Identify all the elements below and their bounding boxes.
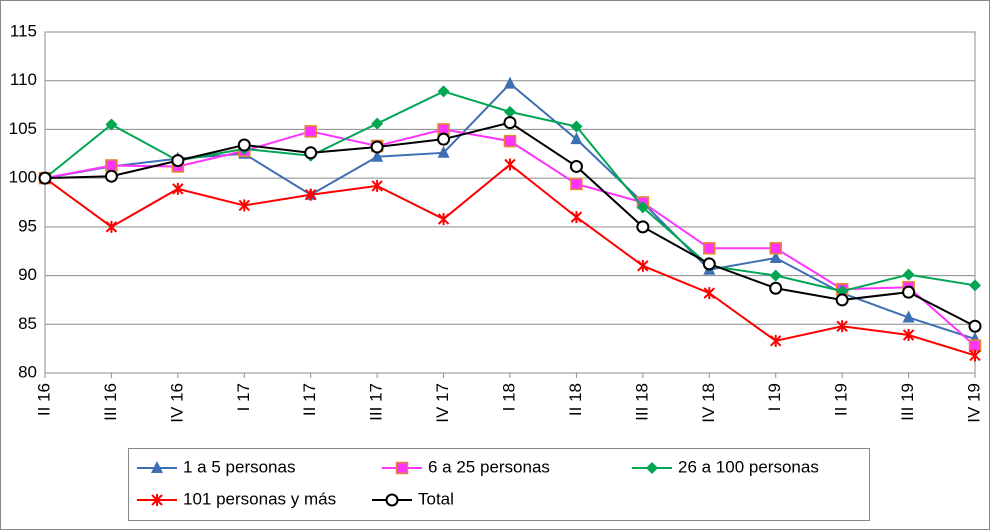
x-tick-label: II 17: [300, 383, 319, 416]
x-tick-label: I 17: [234, 383, 253, 411]
data-point: [437, 145, 450, 158]
y-tick-label: 110: [10, 70, 37, 89]
data-point: [38, 171, 52, 185]
data-point: [769, 269, 782, 282]
data-point: [105, 118, 118, 131]
data-point: [371, 179, 383, 192]
data-point: [637, 259, 649, 272]
data-point: [569, 159, 583, 173]
data-point: [504, 76, 516, 89]
legend-label: 1 a 5 personas: [183, 457, 295, 476]
data-point: [437, 213, 450, 226]
x-tick-label: IV 17: [433, 383, 452, 423]
x-tick-label: III 17: [367, 383, 386, 421]
legend-label: 101 personas y más: [183, 489, 336, 508]
data-point: [238, 199, 250, 212]
data-point: [703, 287, 715, 300]
data-point: [371, 149, 384, 162]
legend-label: 6 a 25 personas: [428, 457, 550, 476]
data-point: [437, 132, 451, 146]
y-tick-label: 90: [18, 265, 37, 284]
y-tick-label: 95: [18, 216, 37, 235]
legend-marker: [151, 461, 163, 473]
y-tick-label: 80: [18, 362, 37, 381]
data-point: [503, 116, 517, 130]
data-point: [703, 242, 716, 255]
data-point: [104, 169, 118, 183]
data-point: [172, 182, 184, 195]
x-tick-label: III 18: [632, 383, 651, 421]
x-tick-label: I 19: [765, 383, 784, 411]
legend-marker: [151, 494, 163, 506]
data-point: [105, 220, 118, 233]
data-point: [304, 146, 318, 160]
data-point: [171, 154, 185, 168]
data-point: [968, 319, 982, 333]
data-point: [437, 85, 450, 98]
data-point: [570, 211, 583, 224]
data-point: [636, 201, 649, 214]
legend-marker: [395, 461, 409, 475]
data-point: [902, 329, 915, 342]
x-tick-label: III 19: [898, 383, 917, 421]
data-point: [503, 134, 517, 148]
data-point: [370, 140, 384, 154]
data-point: [570, 177, 583, 191]
data-point: [769, 251, 782, 264]
data-point: [504, 105, 516, 118]
data-point: [902, 285, 916, 299]
data-point: [237, 138, 251, 152]
legend-box: [128, 448, 870, 521]
data-point: [902, 268, 915, 281]
data-point: [969, 349, 981, 362]
data-point: [835, 293, 849, 307]
x-tick-label: IV 18: [699, 383, 718, 423]
x-tick-label: IV 19: [964, 383, 983, 423]
data-point: [902, 310, 915, 323]
y-tick-label: 85: [18, 314, 37, 333]
data-point: [570, 120, 583, 133]
x-tick-label: II 16: [34, 383, 53, 416]
y-tick-label: 105: [9, 119, 37, 138]
y-tick-label: 115: [10, 21, 37, 40]
x-tick-label: III 16: [101, 383, 120, 421]
data-point: [371, 117, 384, 130]
x-tick-label: IV 16: [167, 383, 186, 423]
data-point: [570, 132, 583, 145]
data-point: [769, 242, 782, 255]
y-tick-label: 100: [9, 168, 37, 187]
data-point: [636, 220, 650, 234]
data-point: [504, 158, 516, 171]
legend-label: 26 a 100 personas: [678, 457, 819, 476]
data-point: [304, 125, 317, 138]
legend-label: Total: [418, 489, 454, 508]
data-point: [836, 320, 848, 333]
data-point: [305, 188, 317, 201]
data-point: [769, 281, 783, 295]
x-tick-label: I 18: [499, 383, 518, 411]
legend-marker: [646, 462, 658, 474]
x-tick-label: II 18: [566, 383, 585, 416]
data-point: [702, 257, 716, 271]
data-point: [836, 285, 849, 298]
x-tick-label: II 19: [832, 383, 851, 416]
data-point: [770, 334, 782, 347]
data-point: [969, 279, 981, 292]
legend-marker: [385, 493, 399, 507]
data-point: [105, 159, 118, 172]
